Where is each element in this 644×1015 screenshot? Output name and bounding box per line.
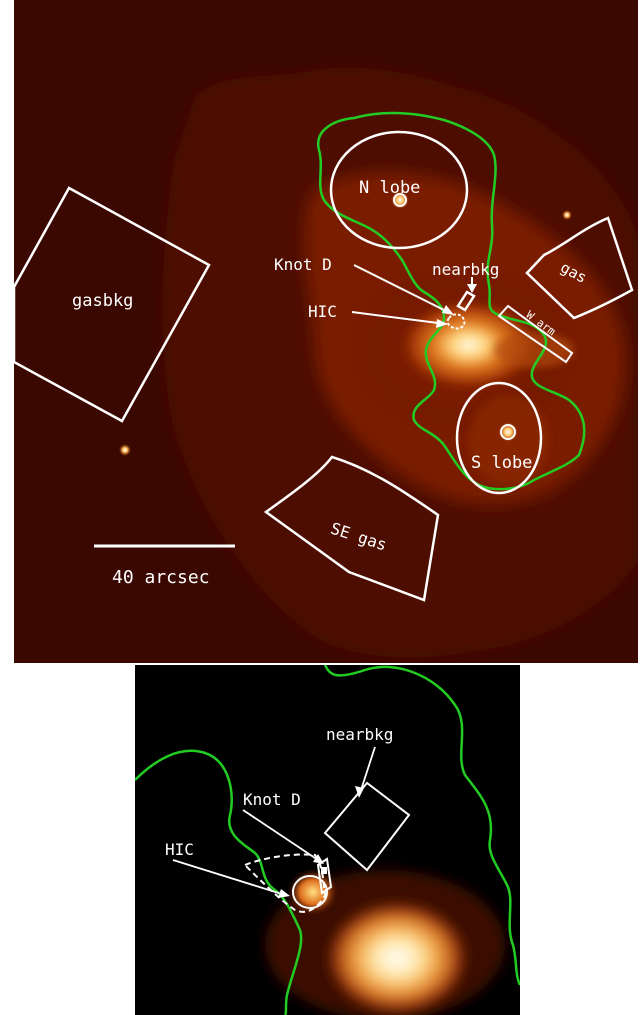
- w-arm-glow: [494, 332, 574, 368]
- zoom-radio-contour-right: [323, 665, 520, 986]
- point-source-right: [562, 210, 572, 220]
- knot-d-arrowhead: [442, 305, 454, 315]
- se-gas-region: [263, 455, 440, 602]
- zoom-nearbkg-arrowhead: [355, 786, 364, 798]
- zoom-knot-d-label: Knot D: [243, 790, 301, 809]
- gasbkg-region: [14, 186, 211, 423]
- xray-image-top: N lobe S lobe gasbkg gas SE gas Knot D H…: [14, 0, 638, 663]
- zoom-core-glow: [322, 898, 472, 1015]
- nearbkg-label: nearbkg: [432, 260, 499, 279]
- zoom-knot-d-region: [316, 857, 333, 895]
- point-source-s-lobe-ring: [500, 424, 516, 440]
- point-source-n-lobe-ring: [393, 193, 407, 207]
- zoom-hic-label: HIC: [165, 840, 194, 859]
- hic-arrowhead: [436, 319, 448, 328]
- hic-region: [446, 313, 466, 330]
- point-source-left: [119, 444, 131, 456]
- nearbkg-region: [456, 290, 476, 312]
- zoom-nearbkg-arrow: [359, 746, 376, 794]
- zoom-hic-arrowhead: [278, 889, 290, 898]
- xray-image-zoom: nearbkg Knot D HIC: [135, 665, 520, 1015]
- hic-label: HIC: [308, 302, 337, 321]
- zoom-knot-d-arrow: [242, 809, 322, 863]
- zoom-hic-arrow: [172, 859, 286, 896]
- hic-arrow: [351, 311, 447, 325]
- s-lobe-label: S lobe: [471, 453, 532, 473]
- n-lobe-region: [329, 130, 469, 250]
- nearbkg-arrowhead: [467, 284, 477, 293]
- n-lobe-label: N lobe: [359, 178, 420, 198]
- scale-bar-label: 40 arcsec: [112, 567, 210, 588]
- radio-contour: [317, 111, 586, 491]
- zoom-knot-d-arrowhead: [313, 854, 324, 864]
- zoom-hic-ellipse: [292, 875, 328, 909]
- gasbkg-label: gasbkg: [72, 291, 133, 311]
- zoom-nearbkg-region: [323, 781, 411, 872]
- zoom-knot-d-source: [321, 867, 327, 874]
- knot-d-label: Knot D: [274, 255, 332, 274]
- s-lobe-region: [455, 381, 543, 495]
- zoom-radio-contour: [135, 749, 303, 1015]
- knot-d-arrow: [353, 264, 453, 315]
- gas-region: [525, 216, 634, 320]
- w-arm-region: [497, 304, 574, 364]
- zoom-nearbkg-label: nearbkg: [326, 725, 393, 744]
